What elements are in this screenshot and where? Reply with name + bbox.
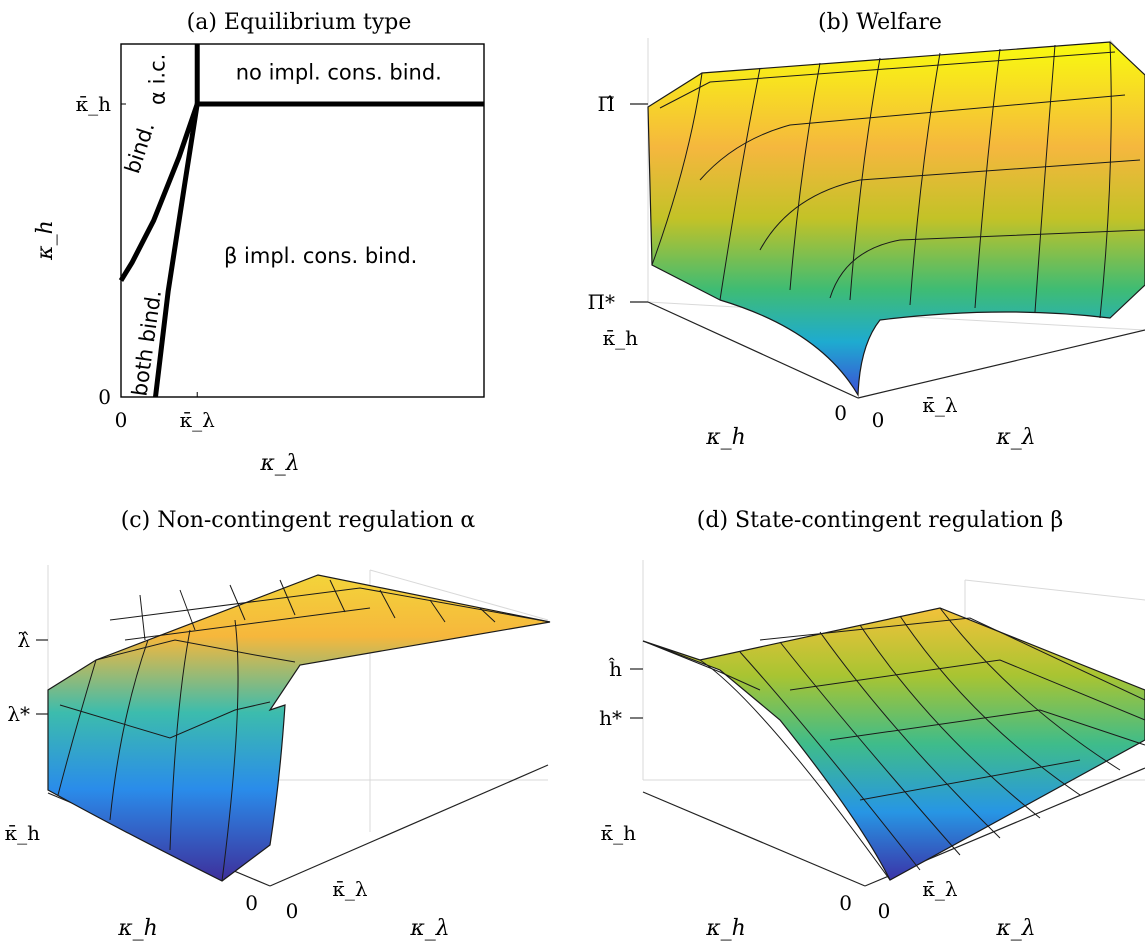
panel-b-mesh — [651, 41, 1145, 319]
panel-a-title: (a) Equilibrium type — [187, 10, 412, 35]
panel-d-xtick-kl: κ̄_λ — [922, 877, 958, 901]
panel-d-ztick-bottom: h* — [599, 706, 622, 730]
panel-a-ytick-label-1: κ̄_h — [76, 92, 112, 116]
panel-b-ylabel: κ_h — [705, 425, 746, 450]
panel-c-ytick-top: κ̄_h — [5, 821, 41, 845]
panel-a-ytick-label-0: 0 — [98, 385, 111, 409]
panel-c-xtick-zero: 0 — [286, 899, 299, 923]
panel-d-title: (d) State-contingent regulation β — [697, 508, 1063, 533]
panel-c-mesh — [57, 579, 551, 882]
panel-b-surface — [647, 41, 1145, 398]
panel-a-boundary-3 — [118, 103, 200, 282]
panel-c-ztick-bottom: λ* — [7, 702, 30, 726]
panel-a-region-label-1: α i.c. — [146, 54, 170, 105]
panel-b-xtick-kl: κ̄_λ — [922, 393, 958, 417]
panel-b-axes — [630, 103, 1145, 399]
panel-d-surface — [642, 607, 1145, 881]
panel-a-xtick-label-0: 0 — [115, 408, 128, 432]
panel-a-region-label-0: no impl. cons. bind. — [236, 60, 442, 84]
panel-d-mesh — [642, 607, 1145, 881]
panel-c-surface — [47, 574, 551, 882]
panel-b-ztick-top: Π̂ — [598, 92, 615, 116]
panel-a-xtick-label-1: κ̄_λ — [180, 408, 216, 432]
panel-d-ylabel: κ_h — [705, 916, 746, 941]
panel-c-ztick-top: λ̂ — [17, 628, 30, 652]
panel-d: (d) State-contingent regulation β — [599, 508, 1145, 941]
panel-c-ytick-zero: 0 — [245, 891, 258, 915]
panel-a-frame — [120, 43, 485, 398]
panel-b-ztick-bottom: Π* — [588, 290, 615, 314]
panel-b-ytick-zero: 0 — [834, 401, 847, 425]
panel-b-ytick-top: κ̄_h — [603, 326, 639, 350]
panel-c-xlabel: κ_λ — [409, 916, 449, 941]
panel-a: (a) Equilibrium type 0 κ̄_λ 0 κ̄_h no impl. … — [33, 10, 485, 476]
panel-d-ytick-top: κ̄_h — [601, 821, 637, 845]
panel-d-xlabel: κ_λ — [995, 916, 1035, 941]
panel-b-title: (b) Welfare — [818, 10, 942, 35]
panel-a-region-label-3: β impl. cons. bind. — [224, 244, 417, 268]
panel-d-xtick-zero: 0 — [878, 899, 891, 923]
panel-a-xlabel: κ_λ — [259, 451, 299, 476]
panel-c-title: (c) Non-contingent regulation α — [121, 508, 476, 533]
panel-c-xtick-kl: κ̄_λ — [332, 877, 368, 901]
panel-a-plot-area: 0 κ̄_λ0κ̄_hno impl. cons. bind.α i.c.bind… — [76, 43, 485, 432]
panel-d-ztick-top: ĥ — [608, 657, 622, 681]
panel-b: (b) Welfare Π̂ Π* — [588, 10, 1145, 450]
panel-c: (c) Non-contingent regulation α — [5, 508, 551, 941]
panel-c-ylabel: κ_h — [117, 916, 158, 941]
panel-b-xtick-zero: 0 — [872, 408, 885, 432]
panel-b-xlabel: κ_λ — [995, 425, 1035, 450]
panel-a-boundary-4 — [153, 103, 200, 398]
panel-a-ylabel: κ_h — [33, 220, 58, 261]
panel-d-ytick-zero: 0 — [839, 891, 852, 915]
